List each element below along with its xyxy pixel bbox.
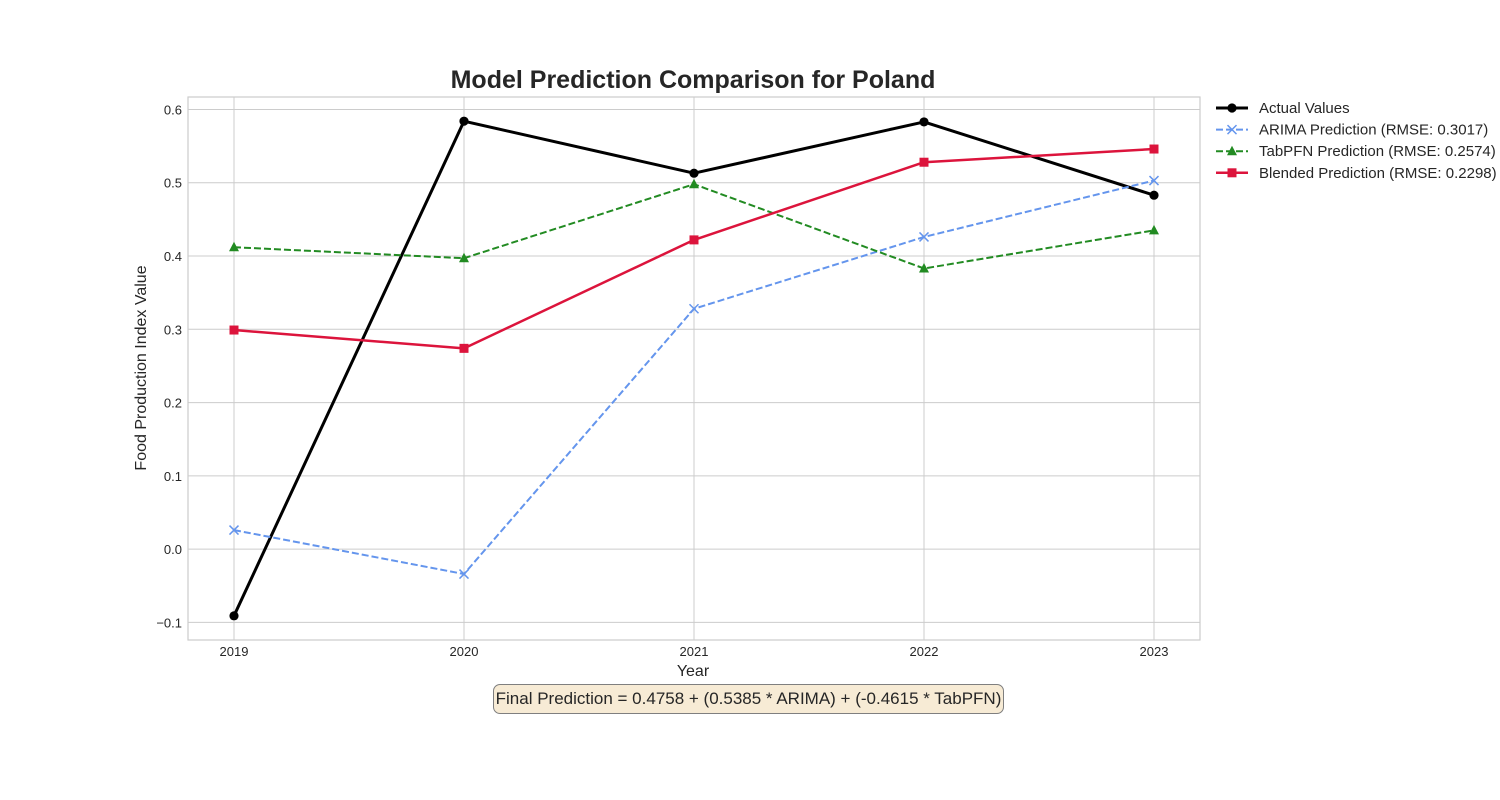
data-point xyxy=(918,231,930,242)
formula-annotation: Final Prediction = 0.4758 + (0.5385 * AR… xyxy=(493,684,1004,714)
data-point xyxy=(1149,224,1159,235)
data-point xyxy=(229,325,239,335)
x-axis-ticks: 2019 2020 2021 2022 2023 xyxy=(220,644,1169,659)
data-point xyxy=(459,116,469,126)
x-tick-label: 2022 xyxy=(910,644,939,659)
series xyxy=(229,178,1159,273)
legend-marker xyxy=(1226,124,1238,135)
legend-label: ARIMA Prediction (RMSE: 0.3017) xyxy=(1259,122,1488,139)
data-point xyxy=(688,303,700,314)
grid xyxy=(188,97,1200,640)
data-point xyxy=(229,611,239,621)
series xyxy=(229,116,1159,621)
y-axis-label: Food Production Index Value xyxy=(133,265,150,470)
series xyxy=(229,144,1159,353)
x-tick-label: 2020 xyxy=(450,644,479,659)
data-point xyxy=(458,569,470,580)
y-tick-label: 0.2 xyxy=(164,396,182,411)
data-point xyxy=(689,178,699,189)
series-group xyxy=(228,116,1160,621)
plot-frame xyxy=(187,96,1201,641)
data-point xyxy=(1148,175,1160,186)
legend-marker xyxy=(1227,103,1237,113)
data-point xyxy=(689,235,699,245)
series xyxy=(228,175,1160,580)
data-point xyxy=(229,241,239,252)
y-tick-label: 0.0 xyxy=(164,542,182,557)
y-tick-label: 0.6 xyxy=(164,102,182,117)
data-point xyxy=(919,117,929,127)
y-axis-ticks: −0.1 0.0 0.1 0.2 0.3 0.4 0.5 0.6 xyxy=(156,102,182,630)
data-point xyxy=(459,343,469,353)
x-tick-label: 2019 xyxy=(220,644,249,659)
data-point xyxy=(1149,144,1159,154)
data-point xyxy=(919,157,929,167)
legend-label: Blended Prediction (RMSE: 0.2298) xyxy=(1259,165,1497,182)
data-point xyxy=(459,252,469,263)
data-point xyxy=(228,525,240,536)
data-point xyxy=(919,262,929,273)
data-point xyxy=(1149,190,1159,200)
legend-marker xyxy=(1227,168,1237,178)
x-tick-label: 2023 xyxy=(1140,644,1169,659)
legend-marker xyxy=(1227,145,1237,156)
y-tick-label: 0.5 xyxy=(164,176,182,191)
y-tick-label: −0.1 xyxy=(156,615,182,630)
legend-label: Actual Values xyxy=(1259,100,1350,117)
legend: Actual Values ARIMA Prediction (RMSE: 0.3… xyxy=(1216,100,1497,182)
data-point xyxy=(689,168,699,178)
x-axis-label: Year xyxy=(677,663,710,680)
y-tick-label: 0.3 xyxy=(164,322,182,337)
legend-label: TabPFN Prediction (RMSE: 0.2574) xyxy=(1259,143,1496,160)
x-tick-label: 2021 xyxy=(680,644,709,659)
chart-title: Model Prediction Comparison for Poland xyxy=(451,66,936,94)
y-tick-label: 0.1 xyxy=(164,469,182,484)
y-tick-label: 0.4 xyxy=(164,249,182,264)
